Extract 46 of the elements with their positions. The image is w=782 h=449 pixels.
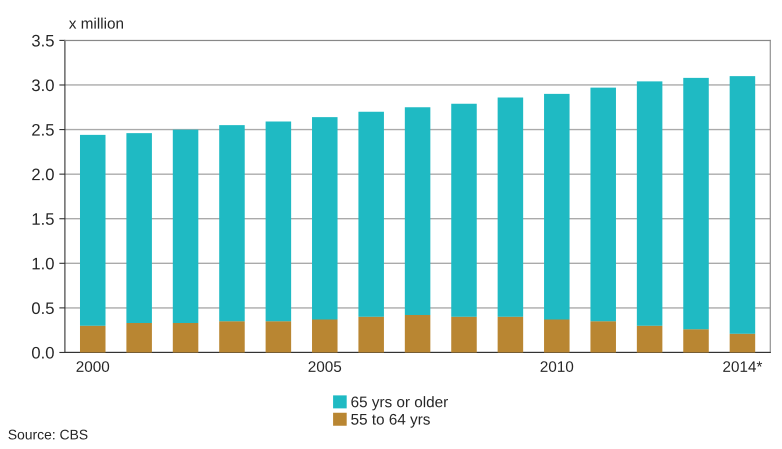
x-tick-label: 2000 [76, 361, 110, 372]
x-tick-label: 2010 [540, 361, 574, 372]
y-tick-label: 3.5 [32, 34, 54, 47]
bar [730, 76, 756, 334]
bar [266, 122, 292, 322]
bar [80, 134, 106, 326]
bar [219, 321, 245, 352]
bar [126, 133, 152, 324]
bar [358, 112, 384, 317]
bar [544, 94, 570, 320]
bar [544, 319, 570, 352]
bar [172, 323, 198, 352]
bar [358, 316, 384, 352]
bar [636, 326, 662, 352]
y-tick-label: 0.5 [32, 302, 54, 314]
y-tick-label: 3.0 [32, 79, 54, 92]
source-note: Source: CBS [8, 430, 88, 440]
legend-label: 55 to 64 yrs [351, 414, 430, 428]
bar [683, 329, 709, 352]
bar [636, 81, 662, 326]
bar [683, 78, 709, 330]
bar [80, 326, 106, 352]
bar [498, 316, 524, 352]
y-tick-label: 1.5 [32, 213, 54, 225]
bar [498, 97, 524, 317]
y-tick-label: 0.0 [32, 346, 54, 359]
bar [451, 316, 477, 352]
x-tick-label: 2014* [723, 361, 762, 372]
bar [404, 315, 430, 352]
bar [312, 319, 338, 352]
bar [730, 334, 756, 352]
bar [404, 107, 430, 316]
x-tick-label: 2005 [308, 361, 342, 372]
y-tick-label: 1.0 [32, 258, 54, 270]
bar [219, 125, 245, 322]
bar [451, 104, 477, 317]
y-axis-title: x million [68, 18, 124, 29]
y-tick-label: 2.5 [32, 124, 54, 136]
bar [266, 321, 292, 352]
y-tick-label: 2.0 [32, 168, 54, 180]
legend-label: 65 yrs or older [351, 396, 448, 410]
bar [172, 130, 198, 324]
bar [126, 323, 152, 352]
bar [590, 321, 616, 352]
bar [590, 88, 616, 322]
bar [312, 117, 338, 320]
